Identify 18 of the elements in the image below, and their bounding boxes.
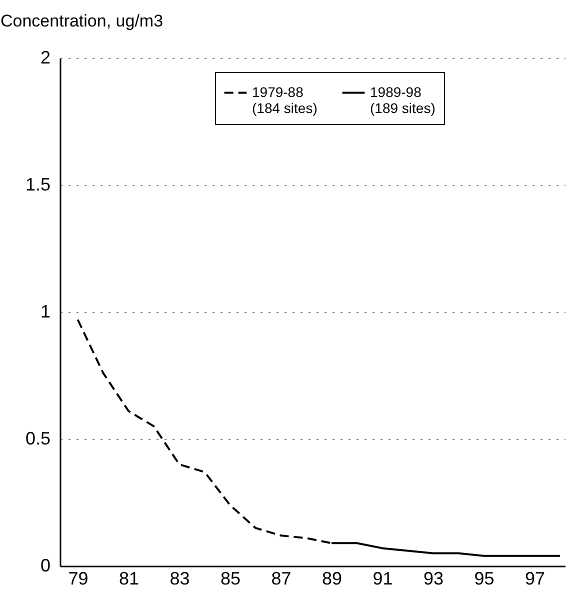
x-tick-label: 85 [220, 568, 241, 588]
y-tick-label: 0.5 [25, 428, 50, 448]
y-axis-title: Concentration, ug/m3 [0, 12, 164, 30]
x-tick-label: 83 [170, 568, 190, 588]
y-tick-label: 1 [40, 302, 50, 322]
x-tick-label: 81 [119, 568, 140, 588]
x-tick-label: 93 [424, 568, 444, 588]
x-tick-label: 91 [372, 568, 393, 588]
legend-label: 1979-88 (184 sites) [252, 84, 318, 116]
x-tick-label: 79 [68, 568, 88, 588]
x-tick-label: 87 [271, 568, 292, 588]
x-tick-label: 95 [474, 568, 494, 588]
legend-label: 1989-98 (189 sites) [370, 84, 436, 116]
y-tick-label: 2 [40, 48, 50, 68]
y-tick-label: 1.5 [25, 174, 50, 194]
x-tick-label: 97 [525, 568, 546, 588]
y-tick-label: 0 [40, 556, 50, 576]
x-tick-label: 89 [322, 568, 342, 588]
